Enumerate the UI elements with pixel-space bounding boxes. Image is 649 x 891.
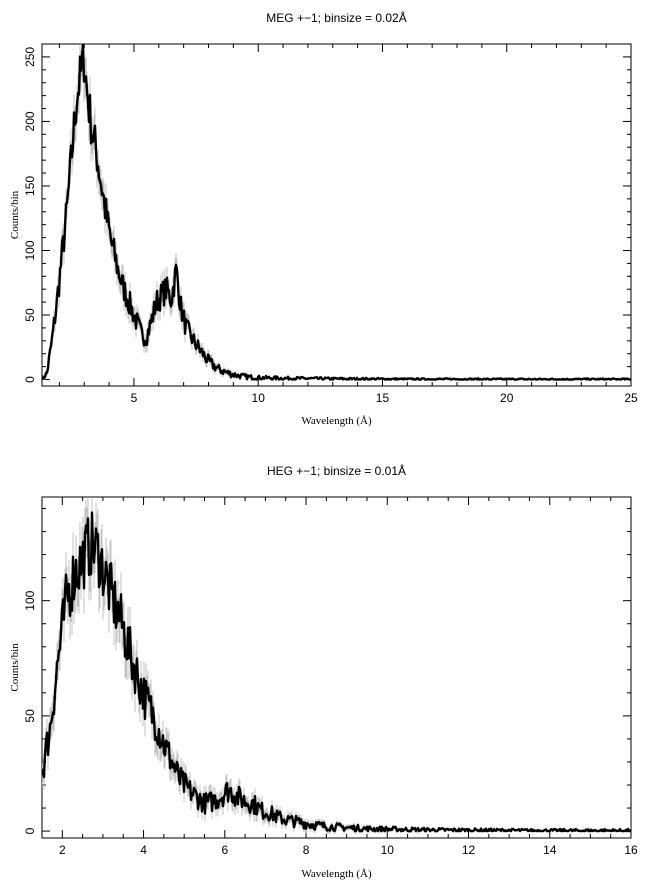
spectrum-series	[42, 44, 631, 382]
plot-frame	[41, 43, 632, 387]
error-bars	[42, 44, 631, 382]
y-tick-label: 100	[23, 240, 37, 260]
chart-panel-2: HEG +−1; binsize = 0.01Å 2 4 6 8 10 12 14 16 0 50 1…	[9, 463, 638, 880]
chart-title: MEG +−1; binsize = 0.02Å	[266, 10, 406, 25]
x-tick-label: 12	[462, 843, 476, 857]
y-tick-label: 250	[23, 47, 37, 67]
spectrum-line	[42, 511, 631, 833]
chart-title: HEG +−1; binsize = 0.01Å	[267, 463, 406, 478]
spectrum-line	[42, 44, 631, 381]
plot-frame	[41, 496, 632, 839]
spectrum-series	[42, 497, 631, 834]
x-tick-label: 6	[221, 843, 228, 857]
y-tick-label: 50	[23, 308, 37, 322]
x-tick-label: 5	[131, 391, 138, 405]
y-tick-label: 200	[23, 111, 37, 131]
x-tick-label: 20	[500, 391, 514, 405]
x-tick-label: 16	[624, 843, 638, 857]
x-tick-label: 8	[303, 843, 310, 857]
y-tick-label: 50	[23, 709, 37, 723]
x-tick-label: 25	[624, 391, 638, 405]
y-tick-label: 100	[23, 590, 37, 610]
y-tick-label: 0	[23, 376, 37, 383]
x-axis-label: Wavelength (Å)	[301, 415, 372, 427]
x-tick-label: 2	[59, 843, 66, 857]
y-tick-label: 150	[23, 176, 37, 196]
y-tick-label: 0	[23, 827, 37, 834]
x-tick-label: 10	[381, 843, 395, 857]
x-tick-label: 10	[252, 391, 266, 405]
x-tick-label: 4	[140, 843, 147, 857]
y-axis-label: Counts/bin	[9, 643, 21, 692]
x-tick-label: 15	[376, 391, 390, 405]
x-tick-label: 14	[543, 843, 557, 857]
y-axis-label: Counts/bin	[9, 190, 21, 239]
x-axis-label: Wavelength (Å)	[301, 868, 372, 880]
